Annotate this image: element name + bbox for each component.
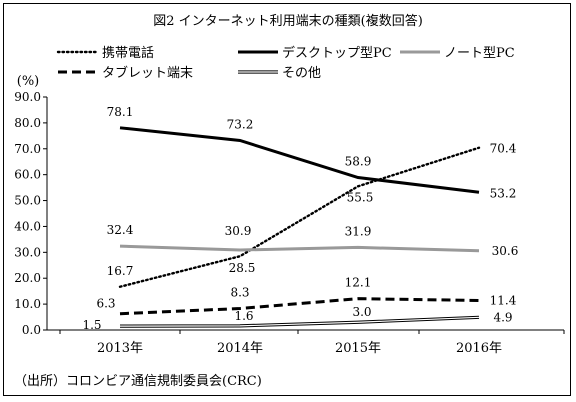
data-label: 58.9	[345, 155, 372, 169]
data-label: 1.6	[234, 309, 253, 323]
data-label: 78.1	[107, 105, 134, 119]
data-label: 31.9	[345, 224, 372, 238]
data-label: 16.7	[107, 264, 134, 278]
y-tick-label: 70.0	[14, 142, 41, 156]
y-tick-label: 10.0	[14, 297, 41, 311]
y-tick-label: 30.0	[14, 245, 41, 259]
legend-label: タブレット端末	[102, 65, 193, 81]
y-tick-label: 60.0	[14, 168, 41, 182]
data-label: 30.6	[492, 244, 519, 258]
data-label: 1.5	[82, 318, 101, 332]
data-label: 3.0	[352, 305, 371, 319]
y-tick-label: 20.0	[14, 271, 41, 285]
x-tick-label: 2014年	[217, 341, 263, 356]
data-label: 30.9	[225, 224, 252, 238]
data-label: 4.9	[493, 310, 512, 324]
data-label: 28.5	[229, 261, 256, 275]
y-tick-label: 90.0	[14, 90, 41, 104]
x-tick-label: 2013年	[97, 341, 143, 356]
series-line-4	[119, 297, 480, 316]
data-label: 32.4	[107, 223, 134, 237]
y-tick-label: 40.0	[14, 219, 41, 233]
data-label: 6.3	[96, 297, 115, 311]
legend-label: 携帯電話	[102, 45, 154, 61]
data-label: 70.4	[490, 142, 517, 156]
series-line-5	[119, 315, 480, 328]
data-label: 8.3	[230, 286, 249, 300]
legend-label: その他	[282, 66, 321, 81]
data-label: 55.5	[347, 190, 374, 204]
y-axis-label: (%)	[17, 74, 40, 89]
data-label: 12.1	[345, 276, 372, 290]
legend-label: デスクトップ型PC	[282, 45, 392, 61]
chart-source: （出所）コロンビア通信規制委員会(CRC)	[14, 374, 262, 389]
data-label: 53.2	[490, 186, 517, 200]
y-tick-label: 0.0	[22, 323, 41, 337]
x-tick-label: 2016年	[456, 341, 502, 356]
series-line-1	[118, 146, 481, 288]
y-tick-label: 50.0	[14, 194, 41, 208]
series-line-3	[119, 244, 480, 253]
chart-title: 図2 インターネット利用端末の種類(複数回答)	[153, 14, 423, 29]
x-tick-label: 2015年	[335, 341, 381, 356]
series-line-2	[119, 126, 480, 194]
legend-label: ノート型PC	[444, 46, 515, 61]
data-label: 11.4	[490, 293, 517, 307]
series-line-5-inner	[119, 316, 480, 327]
chart-frame	[3, 3, 571, 396]
data-label: 73.2	[227, 117, 254, 131]
y-tick-label: 80.0	[14, 116, 41, 130]
